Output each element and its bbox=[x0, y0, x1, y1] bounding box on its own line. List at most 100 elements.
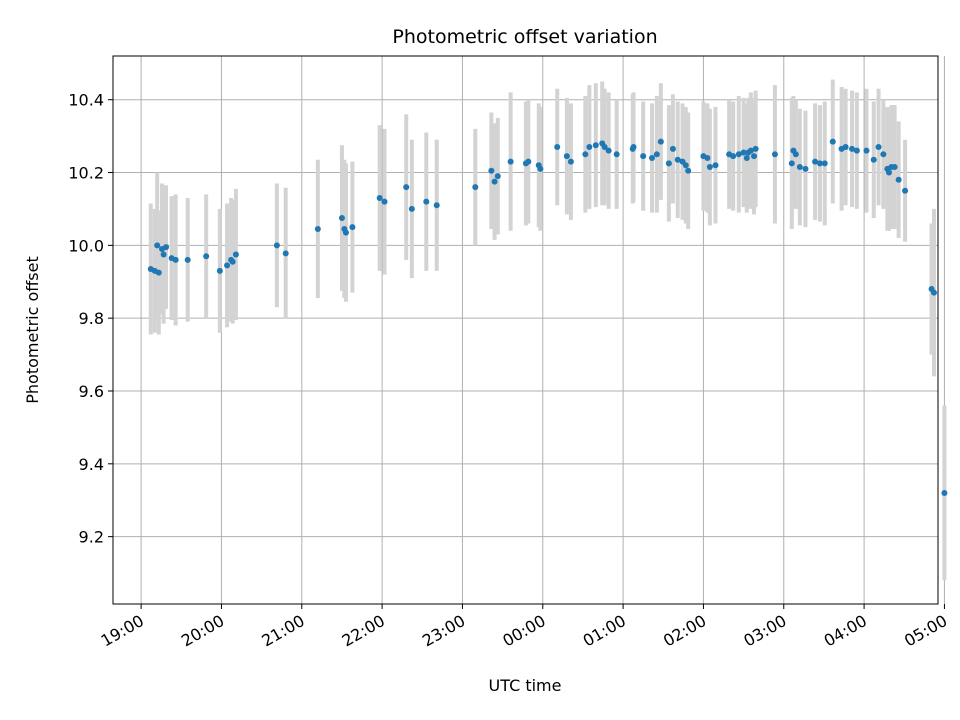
data-point bbox=[563, 153, 570, 160]
data-point bbox=[338, 215, 345, 222]
y-tick-label: 9.2 bbox=[79, 528, 104, 547]
data-point bbox=[740, 149, 747, 156]
x-tick-label: 01:00 bbox=[580, 611, 629, 651]
x-tick-label: 00:00 bbox=[499, 611, 548, 651]
data-point bbox=[155, 269, 162, 276]
x-tick-label: 23:00 bbox=[419, 611, 468, 651]
x-tick-label: 02:00 bbox=[660, 611, 709, 651]
data-point bbox=[433, 202, 440, 209]
data-point bbox=[747, 147, 754, 154]
data-point bbox=[796, 164, 803, 171]
data-point bbox=[902, 187, 909, 194]
data-point bbox=[812, 158, 819, 165]
data-point bbox=[853, 147, 860, 154]
data-point bbox=[895, 176, 902, 183]
data-point bbox=[601, 144, 608, 151]
data-point bbox=[735, 151, 742, 158]
y-axis-ticks: 9.2 9.4 9.6 9.8 10.0 10.2 10.4 bbox=[68, 91, 113, 547]
x-tick-label: 21:00 bbox=[258, 611, 307, 651]
data-point bbox=[792, 151, 799, 158]
y-axis-label: Photometric offset bbox=[23, 256, 42, 404]
data-point bbox=[494, 173, 501, 180]
data-point bbox=[314, 225, 321, 232]
data-point bbox=[154, 242, 161, 249]
data-point bbox=[273, 242, 280, 249]
data-point bbox=[712, 162, 719, 169]
data-point bbox=[870, 156, 877, 163]
data-point bbox=[891, 164, 898, 171]
data-point bbox=[229, 258, 236, 265]
data-point bbox=[630, 144, 637, 151]
data-point bbox=[525, 158, 532, 165]
data-point bbox=[507, 158, 514, 165]
data-point bbox=[586, 144, 593, 151]
data-point bbox=[842, 144, 849, 151]
data-point bbox=[821, 160, 828, 167]
data-point bbox=[685, 167, 692, 174]
y-tick-label: 9.4 bbox=[79, 455, 104, 474]
data-point bbox=[160, 251, 167, 258]
data-point bbox=[674, 156, 681, 163]
y-tick-label: 10.4 bbox=[68, 91, 104, 110]
data-point bbox=[743, 154, 750, 161]
data-point bbox=[232, 251, 239, 258]
chart-title: Photometric offset variation bbox=[392, 26, 657, 48]
data-point bbox=[665, 160, 672, 167]
data-point bbox=[771, 151, 778, 158]
data-point bbox=[381, 198, 388, 205]
data-point bbox=[880, 151, 887, 158]
data-point bbox=[751, 153, 758, 160]
data-point bbox=[605, 147, 612, 154]
data-point bbox=[863, 147, 870, 154]
data-point bbox=[491, 178, 498, 185]
y-tick-label: 9.8 bbox=[79, 309, 104, 328]
data-point bbox=[582, 151, 589, 158]
data-point bbox=[172, 256, 179, 263]
data-point bbox=[408, 205, 415, 212]
data-points bbox=[147, 138, 948, 496]
data-point bbox=[613, 151, 620, 158]
data-point bbox=[849, 145, 856, 152]
data-point bbox=[203, 253, 210, 260]
x-tick-label: 05:00 bbox=[901, 611, 950, 651]
data-point bbox=[669, 145, 676, 152]
data-point bbox=[216, 267, 223, 274]
data-point bbox=[930, 289, 937, 296]
x-axis-label: UTC time bbox=[489, 676, 562, 695]
data-point bbox=[403, 184, 410, 191]
data-point bbox=[788, 160, 795, 167]
data-point bbox=[885, 169, 892, 176]
data-point bbox=[706, 164, 713, 171]
data-point bbox=[282, 250, 289, 257]
data-point bbox=[554, 144, 561, 151]
data-point bbox=[224, 262, 231, 269]
y-tick-label: 10.0 bbox=[68, 236, 104, 255]
data-point bbox=[875, 144, 882, 151]
data-point bbox=[349, 224, 356, 231]
x-tick-label: 19:00 bbox=[98, 611, 147, 651]
data-point bbox=[730, 153, 737, 160]
y-tick-label: 10.2 bbox=[68, 164, 104, 183]
data-point bbox=[649, 154, 656, 161]
data-point bbox=[816, 160, 823, 167]
data-point bbox=[657, 138, 664, 145]
x-tick-label: 20:00 bbox=[178, 611, 227, 651]
x-tick-label: 04:00 bbox=[821, 611, 870, 651]
data-point bbox=[592, 142, 599, 149]
y-tick-label: 9.6 bbox=[79, 382, 104, 401]
data-point bbox=[567, 158, 574, 165]
data-point bbox=[184, 256, 191, 263]
data-point bbox=[376, 195, 383, 202]
data-point bbox=[829, 138, 836, 145]
x-tick-label: 03:00 bbox=[740, 611, 789, 651]
data-point bbox=[802, 165, 809, 172]
x-axis-ticks: 19:00 20:00 21:00 22:00 23:00 00:00 01:00 02:00… bbox=[98, 604, 950, 651]
data-point bbox=[342, 229, 349, 236]
data-point bbox=[640, 153, 647, 160]
data-point bbox=[488, 167, 495, 174]
x-tick-label: 22:00 bbox=[339, 611, 388, 651]
data-point bbox=[537, 165, 544, 172]
data-point bbox=[163, 244, 170, 251]
plot-frame bbox=[112, 55, 939, 605]
data-point bbox=[941, 489, 948, 496]
